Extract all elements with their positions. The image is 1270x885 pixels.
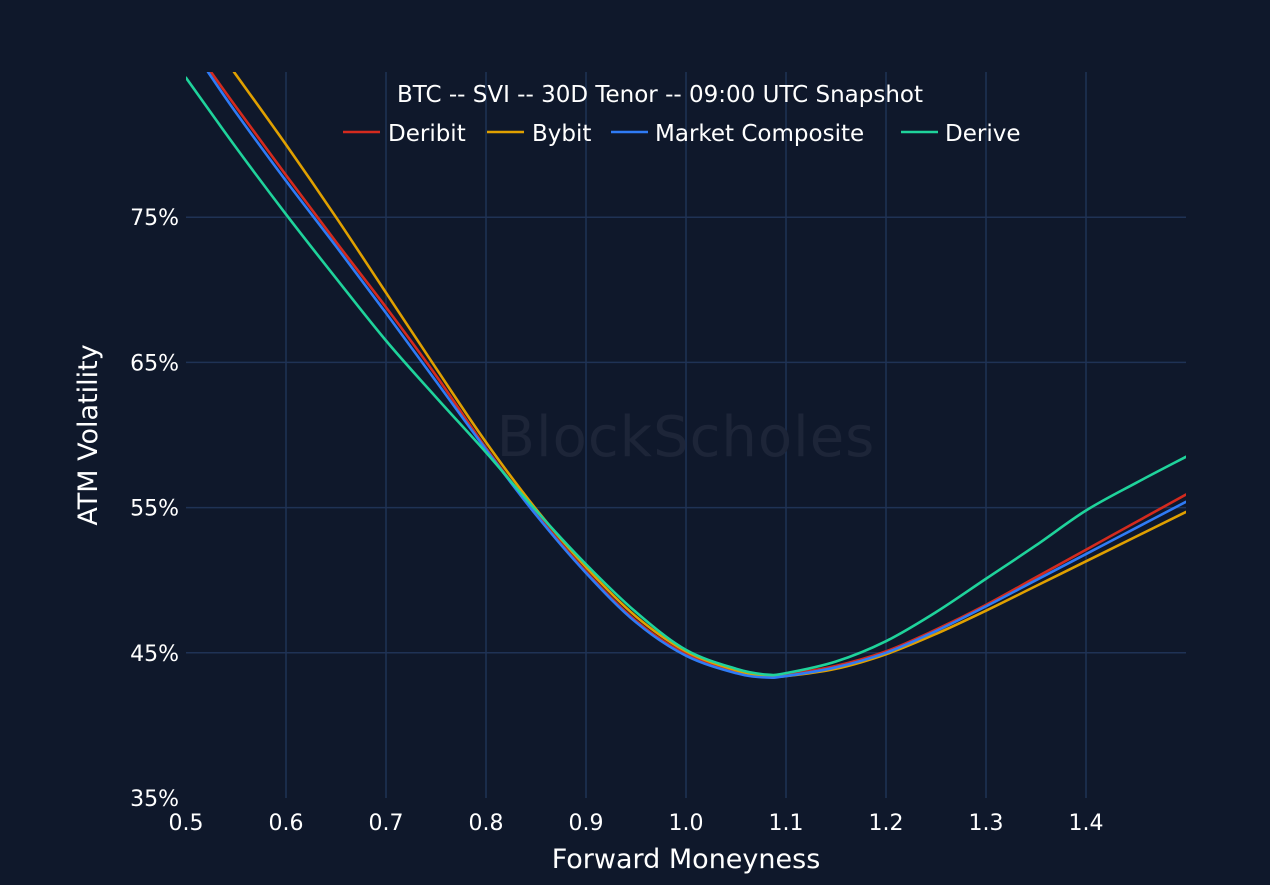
legend-label: Bybit: [532, 121, 591, 147]
x-tick-label: 1.3: [969, 811, 1004, 836]
y-tick-label: 45%: [130, 642, 179, 667]
legend-item-market-composite[interactable]: Market Composite: [611, 121, 864, 147]
y-axis-title: ATM Volatility: [73, 344, 104, 525]
y-tick-label: 35%: [130, 787, 179, 812]
y-tick-label: 55%: [130, 497, 179, 522]
chart-title: BTC -- SVI -- 30D Tenor -- 09:00 UTC Sna…: [397, 82, 923, 108]
x-tick-label: 0.7: [369, 811, 404, 836]
x-tick-label: 1.0: [669, 811, 704, 836]
legend-label: Market Composite: [655, 121, 864, 147]
x-tick-label: 1.1: [769, 811, 804, 836]
watermark-logo: BlockScholes: [497, 405, 876, 470]
y-axis-tick-labels: 35% 45% 55% 65% 75%: [130, 206, 179, 812]
legend-item-bybit[interactable]: Bybit: [487, 121, 591, 147]
x-tick-label: 1.2: [869, 811, 904, 836]
series-line-derive: [186, 76, 1186, 677]
legend-item-deribit[interactable]: Deribit: [343, 121, 466, 147]
legend-label: Derive: [945, 121, 1020, 147]
x-tick-label: 0.9: [569, 811, 604, 836]
x-tick-label: 1.4: [1069, 811, 1104, 836]
x-tick-label: 0.6: [269, 811, 304, 836]
legend[interactable]: Deribit Bybit Market Composite Derive: [343, 121, 1020, 147]
legend-item-derive[interactable]: Derive: [901, 121, 1020, 147]
series-lines: [186, 72, 1186, 679]
legend-label: Deribit: [388, 121, 466, 147]
x-axis-tick-labels: 0.5 0.6 0.7 0.8 0.9 1.0 1.1 1.2 1.3 1.4: [169, 811, 1104, 836]
x-tick-label: 0.5: [169, 811, 204, 836]
series-line-market-composite: [206, 72, 1186, 679]
x-axis-title: Forward Moneyness: [552, 844, 821, 875]
y-tick-label: 75%: [130, 206, 179, 231]
x-tick-label: 0.8: [469, 811, 504, 836]
y-tick-label: 65%: [130, 351, 179, 376]
